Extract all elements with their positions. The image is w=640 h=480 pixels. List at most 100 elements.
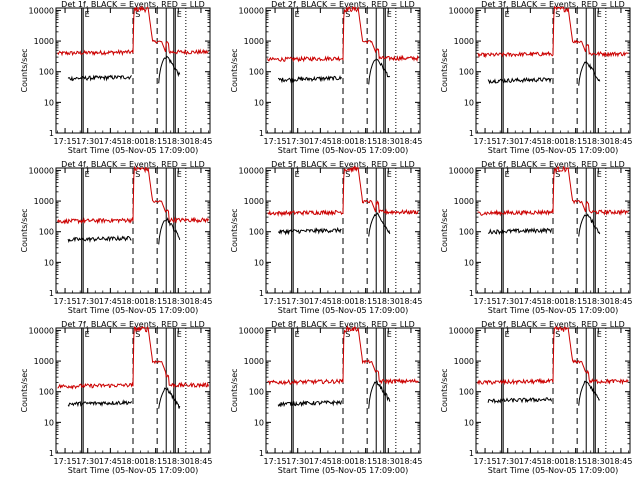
y-tick-label: 1000 <box>244 357 264 366</box>
lld-series-line <box>477 325 629 386</box>
y-tick-label: 10 <box>464 418 474 427</box>
events-series-line <box>277 226 342 236</box>
y-tick-label: 1000 <box>454 357 474 366</box>
chart-panel-5: Det 5f, BLACK = Events, RED = LLD 1 10 100 1… <box>230 160 422 315</box>
y-tick-label: 100 <box>39 388 54 397</box>
chart-panel-1: Det 1f, BLACK = Events, RED = LLD 1 10 100 1… <box>20 0 212 155</box>
x-tick-label: 18:45 <box>189 457 212 466</box>
x-tick-label: 18:30 <box>167 457 190 466</box>
x-tick-label: 17:30 <box>496 297 519 306</box>
x-tick-label: 17:15 <box>264 297 287 306</box>
x-tick-label: 18:30 <box>377 137 400 146</box>
y-tick-label: 1 <box>49 449 54 458</box>
event-marker-label: S <box>345 10 350 19</box>
y-tick-label: 10000 <box>29 6 54 15</box>
x-tick-label: 17:30 <box>76 457 99 466</box>
lld-series-line <box>57 5 209 57</box>
event-marker-label: E <box>177 10 182 19</box>
y-tick-label: 1 <box>259 129 264 138</box>
y-axis-label: Counts/sec <box>230 48 239 92</box>
x-tick-label: 18:30 <box>587 297 610 306</box>
y-tick-label: 10000 <box>29 166 54 175</box>
y-tick-label: 100 <box>459 388 474 397</box>
x-tick-label: 17:45 <box>519 297 542 306</box>
x-tick-label: 18:00 <box>331 297 354 306</box>
events-series-line <box>67 74 132 82</box>
x-tick-label: 17:15 <box>54 457 77 466</box>
y-tick-label: 1000 <box>34 357 54 366</box>
y-tick-label: 1 <box>469 449 474 458</box>
y-axis-label: Counts/sec <box>230 208 239 252</box>
events-series-line <box>368 58 391 85</box>
y-axis-label: Counts/sec <box>20 48 29 92</box>
y-tick-label: 1000 <box>454 37 474 46</box>
x-axis-label: Start Time (05-Nov-05 17:09:00) <box>488 466 618 475</box>
lld-series-line <box>57 165 209 225</box>
x-tick-label: 17:15 <box>474 137 497 146</box>
x-tick-label: 17:15 <box>264 457 287 466</box>
events-series-line <box>277 399 342 408</box>
y-axis-label: Counts/sec <box>230 368 239 412</box>
event-marker-label: E <box>387 330 392 339</box>
chart-panel-2: Det 2f, BLACK = Events, RED = LLD 1 10 100 1… <box>230 0 422 155</box>
panel-title: Det 4f, BLACK = Events, RED = LLD <box>61 160 205 169</box>
lld-series-line <box>267 325 419 386</box>
events-series-line <box>368 380 391 409</box>
y-tick-label: 1000 <box>454 197 474 206</box>
x-tick-label: 17:45 <box>519 457 542 466</box>
event-marker-label: E <box>597 330 602 339</box>
x-tick-label: 17:30 <box>496 137 519 146</box>
x-tick-label: 17:15 <box>474 457 497 466</box>
x-tick-label: 18:15 <box>564 137 587 146</box>
event-marker-label: S <box>555 330 560 339</box>
y-tick-label: 10 <box>254 98 264 107</box>
event-marker-label: S <box>555 170 560 179</box>
panel-title: Det 2f, BLACK = Events, RED = LLD <box>271 0 415 9</box>
x-tick-label: 18:30 <box>587 137 610 146</box>
x-tick-label: 18:00 <box>121 137 144 146</box>
event-marker-label: E <box>505 330 510 339</box>
x-tick-label: 17:30 <box>76 297 99 306</box>
events-series-line <box>67 234 132 243</box>
x-tick-label: 18:45 <box>189 137 212 146</box>
events-series-line <box>578 60 601 86</box>
y-axis-label: Counts/sec <box>440 368 449 412</box>
panel-title: Det 6f, BLACK = Events, RED = LLD <box>481 160 625 169</box>
x-tick-label: 18:15 <box>354 457 377 466</box>
x-tick-label: 17:15 <box>54 137 77 146</box>
event-marker-label: E <box>177 170 182 179</box>
events-series-line <box>578 213 601 237</box>
lld-series-line <box>267 6 419 63</box>
event-marker-label: E <box>505 170 510 179</box>
y-tick-label: 1000 <box>34 37 54 46</box>
y-tick-label: 10000 <box>239 166 264 175</box>
event-marker-label: E <box>85 170 90 179</box>
event-marker-label: S <box>345 330 350 339</box>
y-tick-label: 10 <box>44 418 54 427</box>
event-marker-label: E <box>85 330 90 339</box>
y-tick-label: 10000 <box>449 6 474 15</box>
y-tick-label: 10000 <box>29 326 54 335</box>
x-tick-label: 17:45 <box>99 297 122 306</box>
lld-series-line <box>267 165 419 217</box>
x-tick-label: 18:45 <box>399 297 422 306</box>
events-series-line <box>487 76 552 85</box>
x-tick-label: 18:00 <box>331 137 354 146</box>
y-axis-label: Counts/sec <box>20 368 29 412</box>
events-series-line <box>158 217 181 245</box>
lld-series-line <box>57 325 209 390</box>
x-tick-label: 18:15 <box>144 137 167 146</box>
event-marker-label: S <box>345 170 350 179</box>
x-axis-label: Start Time (05-Nov-05 17:09:00) <box>278 466 408 475</box>
x-tick-label: 18:00 <box>541 297 564 306</box>
y-tick-label: 100 <box>249 68 264 77</box>
event-marker-label: E <box>177 330 182 339</box>
x-tick-label: 18:15 <box>144 457 167 466</box>
y-tick-label: 1 <box>469 129 474 138</box>
y-tick-label: 10 <box>254 258 264 267</box>
y-tick-label: 10 <box>44 98 54 107</box>
x-tick-label: 18:00 <box>121 297 144 306</box>
y-tick-label: 1 <box>259 449 264 458</box>
y-tick-label: 100 <box>39 68 54 77</box>
lld-series-line <box>477 5 629 59</box>
